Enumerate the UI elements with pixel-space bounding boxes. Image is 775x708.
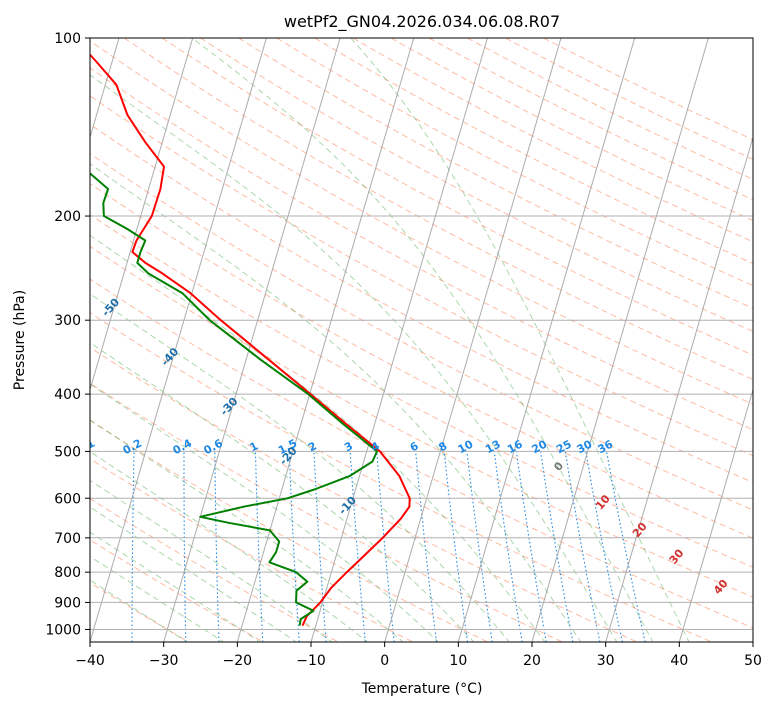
mixing-ratio-line (605, 451, 646, 642)
dry-adiabat (467, 38, 753, 180)
moist-adiabat (90, 293, 510, 642)
dry-adiabat (90, 539, 264, 642)
dry-adiabat (200, 38, 753, 332)
x-tick-label: 10 (449, 653, 467, 669)
y-axis-label: Pressure (hPa) (12, 290, 28, 390)
dry-adiabat (90, 458, 414, 642)
x-tick-label: −30 (149, 653, 179, 669)
dry-adiabat (390, 38, 753, 222)
isotherm (90, 38, 194, 392)
dry-adiabat (90, 278, 753, 629)
y-tick-label: 300 (54, 313, 81, 329)
dry-adiabat (543, 38, 753, 141)
mixing-ratio-label: 10 (456, 437, 476, 456)
isotherm (90, 38, 267, 642)
mixing-ratio-line (443, 451, 469, 642)
dry-adiabat (90, 312, 712, 642)
mixing-ratio-line (415, 451, 437, 642)
x-tick-label: 0 (380, 653, 389, 669)
x-tick-label: −20 (223, 653, 253, 669)
x-axis-ticks: −40 −30 −20 −10 0 10 20 30 40 50 (75, 642, 762, 669)
profile-series (90, 53, 411, 627)
isotherm (236, 38, 415, 642)
chart-title: wetPf2_GN04.2026.034.06.08.R07 (284, 12, 560, 32)
x-tick-label: −10 (296, 653, 326, 669)
moist-adiabat (90, 506, 298, 642)
dry-adiabat (90, 67, 753, 431)
x-tick-label: 40 (670, 653, 688, 669)
mixing-ratio-label: 30 (575, 437, 595, 456)
dewpoint-line (90, 172, 378, 626)
isotherm (384, 38, 562, 642)
dry-adiabat (90, 40, 753, 405)
mixing-ratio-label: 13 (483, 438, 503, 457)
y-tick-label: 100 (54, 31, 81, 47)
y-tick-label: 1000 (45, 622, 81, 638)
mixing-ratio-line (515, 451, 547, 642)
y-tick-label: 400 (54, 387, 81, 403)
plot-frame (89, 37, 754, 643)
y-tick-label: 700 (54, 531, 81, 547)
y-axis-ticks: 100 200 300 400 500 600 700 800 900 1000 (45, 31, 90, 638)
mixing-ratio-label: 16 (505, 437, 525, 456)
y-tick-label: 500 (54, 444, 81, 460)
temperature-line (90, 53, 411, 627)
isotherm (310, 38, 488, 642)
y-tick-label: 800 (54, 565, 81, 581)
dry-adiabat (90, 123, 753, 484)
dry-adiabat (90, 95, 753, 457)
isotherm (163, 38, 341, 642)
mixing-ratio-label: 0.1 (74, 437, 97, 458)
isotherm (531, 38, 709, 642)
mixing-ratio-line (466, 451, 493, 642)
x-tick-label: 20 (523, 653, 541, 669)
x-tick-label: 50 (744, 653, 762, 669)
x-axis-label: Temperature (°C) (361, 681, 483, 697)
y-tick-label: 900 (54, 595, 81, 611)
moist-adiabat (90, 163, 582, 642)
dry-adiabat (90, 382, 563, 642)
moist-adiabat (191, 38, 654, 642)
moist-adiabat (90, 234, 546, 642)
dry-adiabat (90, 346, 638, 642)
dry-adiabat (90, 498, 339, 642)
mixing-ratio-label: 20 (530, 437, 550, 456)
background-lines (90, 38, 753, 642)
moist-adiabat (350, 38, 690, 642)
dry-adiabat (90, 183, 753, 539)
dry-adiabat (90, 245, 753, 598)
mixing-ratio-line (493, 451, 523, 642)
x-tick-label: 30 (597, 653, 615, 669)
moist-adiabat (90, 341, 475, 642)
moist-adiabat (90, 479, 333, 642)
moist-adiabat (90, 450, 369, 642)
isotherm (678, 387, 753, 642)
moist-adiabat (90, 383, 440, 642)
dry-adiabat (162, 38, 753, 356)
dry-adiabat (276, 38, 753, 287)
mixing-ratio-label: 36 (596, 437, 616, 456)
mixing-ratio-line (376, 451, 395, 642)
isotherm (457, 38, 636, 642)
moist-adiabat (90, 419, 404, 642)
x-tick-label: −40 (75, 653, 105, 669)
dry-adiabat (90, 213, 753, 568)
pressure-gridlines (90, 38, 753, 630)
moist-adiabat (90, 74, 618, 642)
dry-adiabat (352, 38, 753, 243)
y-tick-label: 200 (54, 209, 81, 225)
dry-adiabat (123, 38, 753, 380)
mixing-ratio-label: 25 (554, 438, 574, 457)
y-tick-label: 600 (54, 491, 81, 507)
